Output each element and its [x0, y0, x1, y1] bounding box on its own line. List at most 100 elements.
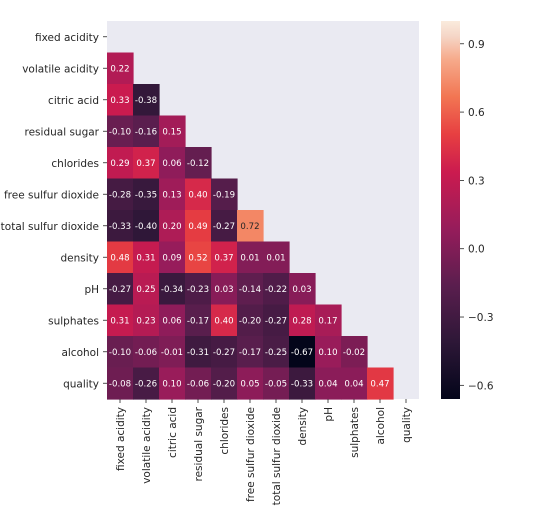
cell-annotation: -0.27 — [213, 222, 235, 232]
heatmap-cell-density-chlorides — [211, 241, 238, 274]
y-tick-label-residual-sugar: residual sugar — [25, 126, 100, 138]
heatmap-cell-ph-fixed-acidity — [107, 273, 134, 306]
heatmap-cell-quality-citric-acid — [159, 367, 186, 400]
cell-annotation: -0.02 — [343, 348, 365, 358]
heatmap-cells — [107, 52, 394, 400]
cell-annotation: -0.08 — [109, 379, 131, 389]
heatmap-cell-density-residual-sugar — [185, 241, 212, 274]
cell-annotation: -0.26 — [135, 379, 157, 389]
heatmap-cell-sulphates-citric-acid — [159, 304, 186, 337]
heatmap-cell-ph-citric-acid — [159, 273, 186, 306]
heatmap-cell-chlorides-citric-acid — [159, 147, 186, 180]
cell-annotation: 0.10 — [318, 348, 337, 358]
heatmap-cell-residual-sugar-volatile-acidity — [133, 115, 160, 148]
cell-annotation: -0.27 — [109, 285, 131, 295]
cell-annotation: -0.31 — [187, 348, 209, 358]
cell-annotation: -0.27 — [213, 348, 235, 358]
heatmap-cell-total-sulfur-dioxide-fixed-acidity — [107, 210, 134, 243]
heatmap-cell-total-sulfur-dioxide-free-sulfur-dioxide — [237, 210, 264, 243]
cell-annotation: 0.04 — [344, 379, 363, 389]
heatmap-cell-alcohol-sulphates — [341, 336, 368, 369]
y-tick-label-total-sulfur-dioxide: total sulfur dioxide — [1, 221, 99, 233]
heatmap-cell-quality-residual-sugar — [185, 367, 212, 400]
heatmap-cell-quality-total-sulfur-dioxide — [263, 367, 290, 400]
cell-annotation: 0.29 — [110, 159, 129, 169]
heatmap-cell-alcohol-free-sulfur-dioxide — [237, 336, 264, 369]
cell-annotation: 0.05 — [240, 379, 259, 389]
cell-annotations: 0.220.33 -0.38-0.10 -0.16 0.150.29 0.37 0.06-… — [109, 64, 390, 389]
x-tick-label-ph: pH — [323, 407, 335, 422]
cell-annotation: 0.49 — [188, 222, 207, 232]
cell-annotation: -0.06 — [187, 379, 209, 389]
heatmap-cell-alcohol-density — [289, 336, 316, 369]
cell-annotation: 0.03 — [214, 285, 233, 295]
cell-annotation: -0.17 — [239, 348, 261, 358]
heatmap-cell-chlorides-residual-sugar — [185, 147, 212, 180]
cell-annotation: 0.15 — [162, 127, 181, 137]
heatmap-cell-free-sulfur-dioxide-residual-sugar — [185, 178, 212, 211]
cell-annotation: -0.27 — [265, 316, 287, 326]
heatmap-cell-ph-density — [289, 273, 316, 306]
y-tick-label-chlorides: chlorides — [51, 158, 99, 170]
cell-annotation: 0.23 — [136, 316, 155, 326]
cell-annotation: -0.25 — [265, 348, 287, 358]
heatmap-cell-alcohol-citric-acid — [159, 336, 186, 369]
heatmap-cell-ph-total-sulfur-dioxide — [263, 273, 290, 306]
heatmap-cell-total-sulfur-dioxide-citric-acid — [159, 210, 186, 243]
cell-annotation: 0.03 — [292, 285, 311, 295]
heatmap-cell-free-sulfur-dioxide-fixed-acidity — [107, 178, 134, 211]
x-tick-label-density: density — [297, 407, 309, 446]
heatmap-cell-citric-acid-fixed-acidity — [107, 84, 134, 117]
heatmap-cell-quality-alcohol — [367, 367, 394, 400]
cell-annotation: 0.01 — [240, 253, 259, 263]
heatmap-cell-ph-chlorides — [211, 273, 238, 306]
cell-annotation: 0.04 — [318, 379, 337, 389]
colorbar: 0.9 0.6 0.3 0.0 −0.3 −0.6 — [441, 21, 494, 399]
heatmap-cell-residual-sugar-fixed-acidity — [107, 115, 134, 148]
heatmap-cell-quality-density — [289, 367, 316, 400]
heatmap-cell-sulphates-free-sulfur-dioxide — [237, 304, 264, 337]
heatmap-cell-sulphates-ph — [315, 304, 342, 337]
cell-annotation: 0.25 — [136, 285, 155, 295]
heatmap-cell-quality-ph — [315, 367, 342, 400]
colorbar-strip — [441, 21, 460, 399]
cell-annotation: 0.72 — [240, 222, 259, 232]
heatmap-cell-alcohol-residual-sugar — [185, 336, 212, 369]
heatmap-cell-quality-fixed-acidity — [107, 367, 134, 400]
colorbar-tick-label: −0.6 — [468, 380, 494, 392]
y-tick-label-fixed-acidity: fixed acidity — [35, 32, 99, 44]
heatmap-cell-volatile-acidity-fixed-acidity — [107, 52, 134, 85]
colorbar-tick-label: 0.9 — [468, 39, 485, 51]
cell-annotation: -0.10 — [109, 348, 131, 358]
heatmap-cell-alcohol-ph — [315, 336, 342, 369]
cell-annotation: -0.22 — [265, 285, 287, 295]
cell-annotation: 0.28 — [292, 316, 311, 326]
heatmap-cell-density-free-sulfur-dioxide — [237, 241, 264, 274]
cell-annotation: 0.10 — [162, 379, 181, 389]
y-tick-labels: fixed acidity volatile acidity citric acid… — [1, 32, 107, 390]
heatmap-cell-density-citric-acid — [159, 241, 186, 274]
cell-annotation: -0.35 — [135, 190, 157, 200]
x-tick-label-volatile-acidity: volatile acidity — [141, 407, 153, 484]
cell-annotation: 0.33 — [110, 96, 129, 106]
cell-annotation: 0.37 — [136, 159, 155, 169]
cell-annotation: 0.31 — [110, 316, 129, 326]
heatmap-cell-density-volatile-acidity — [133, 241, 160, 274]
cell-annotation: -0.17 — [187, 316, 209, 326]
x-tick-label-citric-acid: citric acid — [167, 407, 179, 458]
y-tick-label-alcohol: alcohol — [61, 347, 99, 359]
cell-annotation: 0.01 — [266, 253, 285, 263]
cell-annotation: -0.05 — [265, 379, 287, 389]
colorbar-tick-label: 0.3 — [468, 175, 485, 187]
heatmap-cell-alcohol-fixed-acidity — [107, 336, 134, 369]
heatmap-cell-alcohol-chlorides — [211, 336, 238, 369]
cell-annotation: -0.10 — [109, 127, 131, 137]
cell-annotation: -0.34 — [161, 285, 183, 295]
heatmap-cell-quality-free-sulfur-dioxide — [237, 367, 264, 400]
cell-annotation: -0.38 — [135, 96, 157, 106]
heatmap-cell-quality-sulphates — [341, 367, 368, 400]
colorbar-tick-label: −0.3 — [468, 312, 494, 324]
heatmap-cell-sulphates-residual-sugar — [185, 304, 212, 337]
cell-annotation: -0.67 — [291, 348, 313, 358]
